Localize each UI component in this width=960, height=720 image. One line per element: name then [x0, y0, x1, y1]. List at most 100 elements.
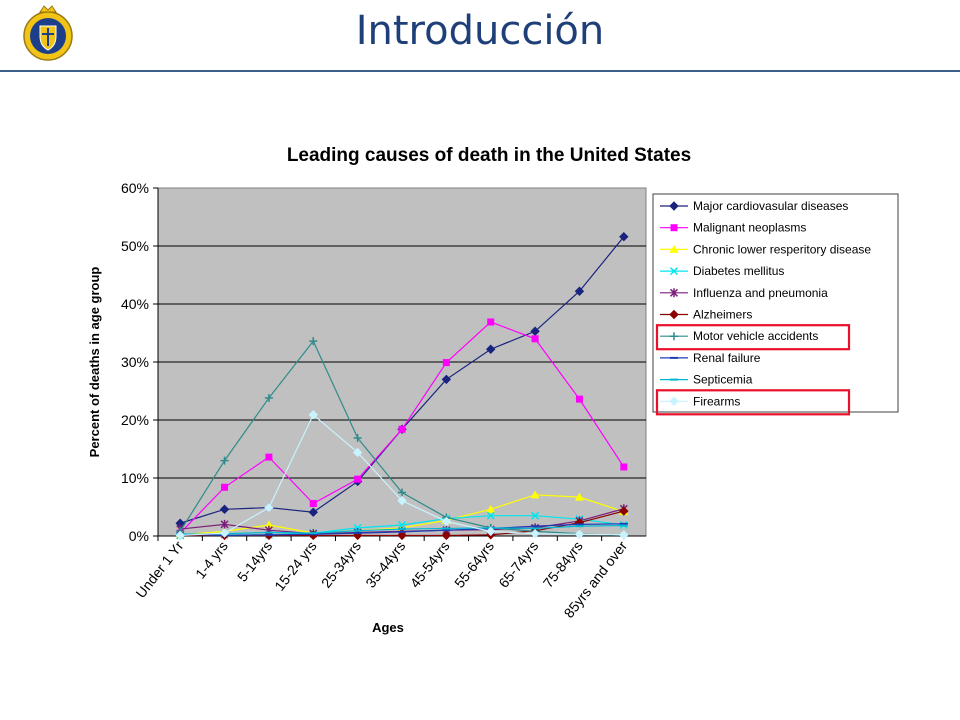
legend-label: Motor vehicle accidents: [693, 329, 818, 343]
data-point: [530, 528, 540, 539]
data-point: [441, 374, 452, 385]
legend-marker: [670, 332, 678, 341]
data-point: [397, 530, 407, 541]
legend-label: Major cardiovasular diseases: [693, 199, 848, 213]
legend-item-diabetes-mellitus: Diabetes mellitus: [660, 264, 784, 278]
data-point: [309, 337, 318, 346]
data-point: [441, 530, 452, 541]
data-point: [487, 318, 495, 326]
legend-label: Influenza and pneumonia: [693, 286, 828, 300]
data-point: [265, 453, 273, 461]
data-point: [619, 530, 629, 540]
x-tick-label: 1-4 yrs: [192, 538, 231, 582]
data-point: [531, 335, 539, 343]
legend-item-chronic-lower-resperitory-disease: Chronic lower resperitory disease: [660, 242, 871, 256]
x-axis-label: Ages: [372, 620, 404, 635]
x-tick-label: 15-24 yrs: [271, 538, 320, 594]
data-point: [221, 483, 229, 491]
data-point: [264, 520, 274, 529]
university-crest-icon: [23, 5, 73, 61]
data-point: [353, 433, 362, 442]
data-point: [354, 475, 362, 483]
data-point: [309, 500, 317, 508]
legend-marker: [670, 224, 678, 232]
y-tick-label: 30%: [121, 354, 149, 370]
y-tick-label: 0%: [129, 528, 149, 544]
data-point: [398, 425, 406, 433]
legend-item-firearms: Firearms: [655, 389, 851, 416]
y-tick-label: 20%: [121, 412, 149, 428]
y-axis: 0% 10% 20% 30% 40% 50% 60%: [121, 180, 159, 544]
data-point: [219, 504, 230, 515]
data-point: [264, 502, 274, 513]
series-group: [175, 232, 629, 541]
data-point: [308, 410, 318, 420]
highlight-box: [655, 389, 851, 416]
data-point: [575, 395, 583, 403]
slide-title: Introducción: [355, 8, 605, 54]
legend-label: Renal failure: [693, 351, 761, 365]
legend-marker: [669, 267, 679, 276]
y-tick-label: 10%: [121, 470, 149, 486]
legend-item-renal-failure: Renal failure: [660, 351, 761, 365]
data-point: [219, 528, 230, 538]
data-point: [397, 495, 407, 506]
legend-item-malignant-neoplasms: Malignant neoplasms: [660, 221, 806, 235]
data-point: [530, 490, 540, 499]
x-tick-label: 55-64yrs: [451, 538, 497, 591]
data-point: [308, 507, 318, 517]
legend-box: [652, 193, 899, 413]
series-firearms: [175, 410, 629, 541]
x-tick-label: Under 1 Yr: [132, 538, 186, 601]
data-point: [397, 520, 407, 530]
y-axis-label: Percent of deaths in age group: [87, 267, 102, 458]
legend-label: Chronic lower resperitory disease: [693, 242, 871, 256]
x-tick-label: 5-14yrs: [234, 538, 275, 585]
legend-label: Malignant neoplasms: [693, 221, 806, 235]
highlight-box: [655, 324, 851, 351]
x-tick-label: 35-44yrs: [362, 538, 408, 591]
data-point: [441, 516, 452, 527]
slide-header: Introducción: [0, 0, 960, 72]
series-septicemia: [176, 524, 628, 536]
legend-item-influenza-and-pneumonia: Influenza and pneumonia: [660, 286, 828, 300]
legend-item-major-cardiovasular-diseases: Major cardiovasular diseases: [660, 199, 848, 213]
legend-label: Diabetes mellitus: [693, 264, 784, 278]
legend-label: Alzheimers: [693, 308, 752, 322]
data-point: [574, 492, 584, 501]
legend-marker: [669, 396, 679, 407]
data-point: [531, 511, 540, 520]
data-point: [486, 526, 496, 537]
legend: Major cardiovasular diseases Malignant ne…: [655, 199, 871, 416]
data-point: [574, 286, 585, 296]
data-point: [486, 511, 495, 520]
legend-marker: [669, 201, 679, 211]
legend-marker: [669, 309, 679, 320]
data-point: [220, 456, 229, 465]
x-tick-label: 25-34yrs: [318, 538, 364, 591]
data-point: [442, 359, 450, 367]
data-point: [264, 393, 273, 402]
chart-title: Leading causes of death in the United St…: [287, 145, 691, 166]
y-tick-label: 60%: [121, 180, 149, 196]
series-malignant-neoplasms: [176, 318, 628, 537]
legend-item-septicemia: Septicemia: [660, 373, 753, 387]
data-point: [352, 447, 363, 458]
data-point: [530, 326, 540, 336]
y-tick-label: 40%: [121, 296, 149, 312]
legend-marker: [669, 244, 679, 253]
data-point: [398, 488, 406, 497]
x-tick-label: 75-84yrs: [540, 538, 586, 591]
x-tick-label: 65-74yrs: [495, 538, 541, 591]
data-point: [486, 504, 496, 513]
legend-label: Septicemia: [693, 373, 753, 387]
legend-label: Firearms: [693, 394, 740, 408]
data-point: [619, 506, 629, 516]
data-point: [619, 232, 629, 242]
legend-item-alzheimers: Alzheimers: [660, 308, 752, 322]
data-point: [574, 529, 585, 539]
header-divider: [0, 70, 960, 72]
y-tick-label: 50%: [121, 238, 149, 254]
